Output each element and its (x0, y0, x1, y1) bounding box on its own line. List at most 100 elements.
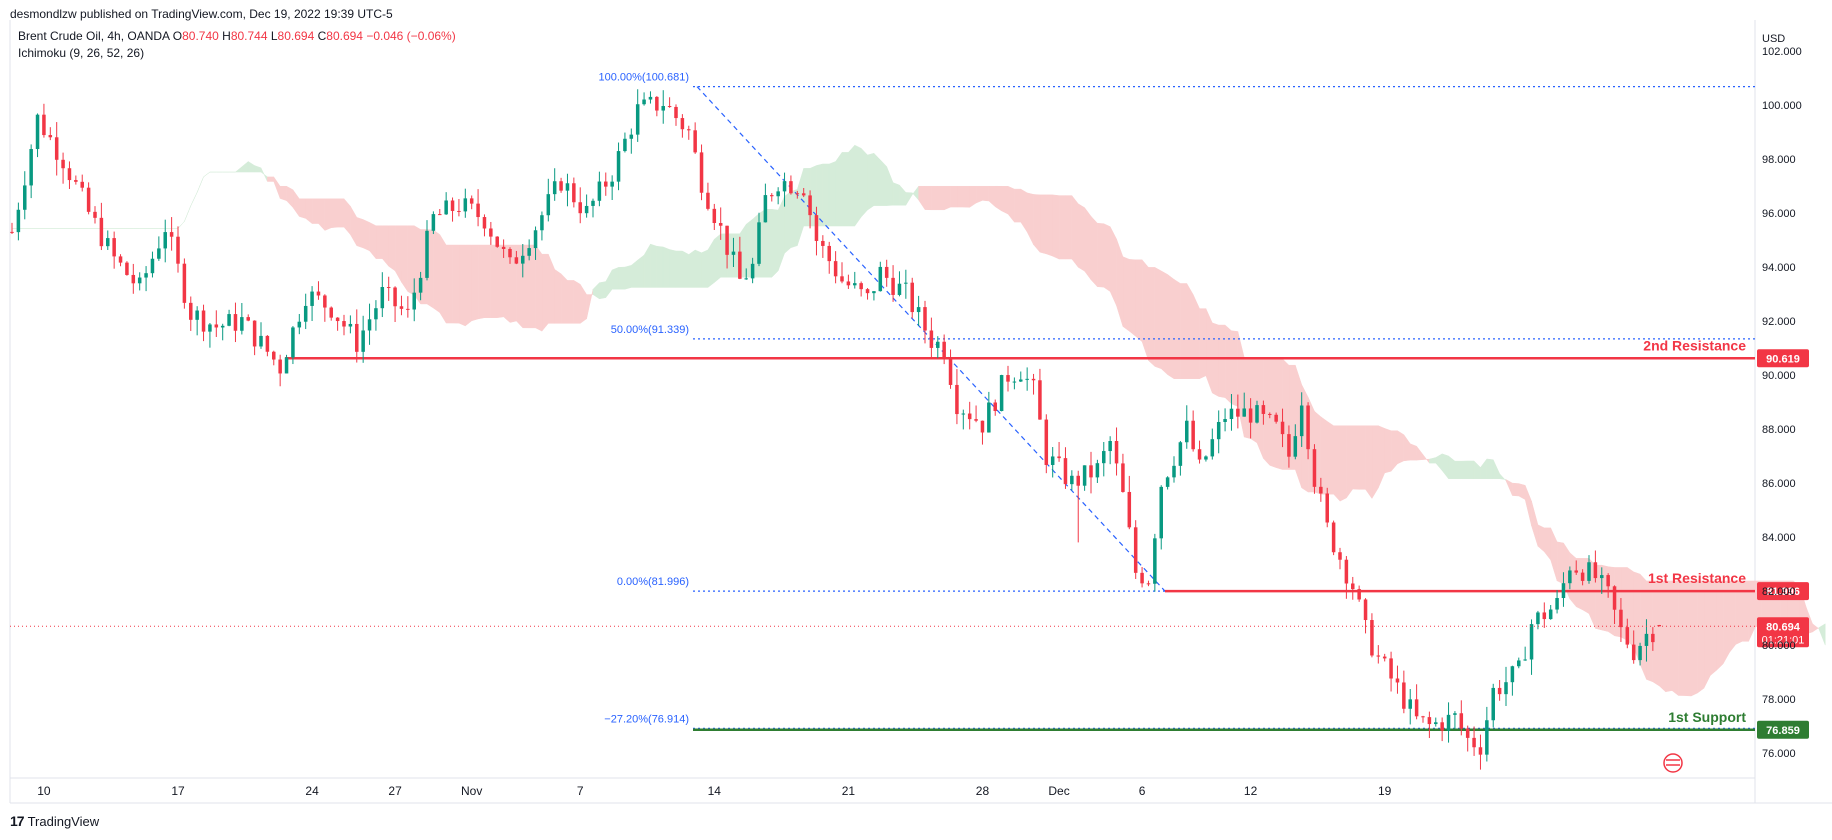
candle-body (106, 238, 110, 247)
candle-body (846, 281, 851, 286)
cloud-segment (631, 259, 638, 288)
cloud-segment (465, 244, 472, 327)
candle-body (208, 324, 212, 332)
candle-body (1050, 456, 1055, 465)
candle-body (635, 104, 640, 135)
indicator-legend[interactable]: Ichimoku (9, 26, 52, 26) (18, 46, 144, 60)
x-tick-label: Nov (461, 784, 482, 798)
cloud-segment (1454, 460, 1462, 480)
candle-body (284, 357, 289, 374)
candle-body (240, 317, 244, 331)
cloud-segment (433, 229, 441, 314)
candle-body (699, 152, 704, 193)
candle-body (648, 96, 653, 100)
cloud-segment (318, 198, 326, 232)
cloud-segment (190, 192, 198, 206)
cloud-segment (1384, 428, 1392, 474)
cloud-segment (682, 250, 690, 288)
level-price-text: 81.996 (1766, 586, 1800, 598)
candle-body (687, 129, 691, 131)
candle-body (316, 291, 321, 296)
candle-body (948, 357, 953, 385)
candle-body (878, 266, 883, 292)
candle-body (1268, 413, 1272, 415)
cloud-segment (1365, 425, 1373, 500)
cloud-segment (1441, 453, 1449, 480)
candle-body (463, 198, 468, 212)
candle-body (642, 99, 646, 105)
candle-body (489, 228, 493, 237)
candle-body (1517, 660, 1521, 667)
cloud-segment (1218, 324, 1226, 398)
candle-body (610, 181, 614, 187)
candle-body (814, 215, 819, 241)
candle-body (425, 230, 429, 278)
cloud-segment (911, 185, 919, 201)
candle-body (1555, 598, 1559, 610)
cloud-segment (1237, 331, 1245, 438)
candle-body (514, 257, 519, 264)
cloud-segment (1352, 425, 1360, 490)
candle-body (923, 307, 927, 331)
cloud-segment (988, 185, 996, 208)
candle-body (706, 192, 710, 209)
x-tick-label: 28 (976, 784, 990, 798)
fib-level-label: −27.20%(76.914) (604, 713, 689, 725)
cloud-segment (1358, 425, 1366, 490)
candle-body (342, 321, 346, 327)
y-tick-label: 98.000 (1762, 154, 1796, 166)
candle-body (916, 307, 921, 313)
tradingview-brand[interactable]: 17 TradingView (10, 813, 99, 829)
cloud-segment (324, 198, 332, 231)
candle-body (1319, 486, 1323, 494)
cloud-segment (1518, 483, 1526, 500)
cloud-segment (305, 198, 313, 225)
level-price-tag (1757, 349, 1809, 368)
candle-body (444, 200, 448, 215)
candle-body (782, 181, 787, 192)
candle-body (1197, 449, 1202, 460)
candle-body (1057, 456, 1061, 459)
cloud-segment (1135, 259, 1143, 343)
cloud-segment (196, 176, 204, 193)
x-tick-label: 17 (171, 784, 185, 798)
fib-level-label: 100.00%(100.681) (598, 72, 689, 84)
candle-body (303, 305, 308, 322)
candle-body (476, 203, 480, 218)
candle-body (1510, 666, 1515, 683)
cloud-segment (656, 245, 664, 288)
cloud-segment (573, 279, 581, 324)
candle-body (1523, 659, 1527, 661)
candle-body (16, 209, 21, 233)
x-tick-label: 27 (388, 784, 402, 798)
candle-body (163, 232, 167, 249)
candle-body (54, 137, 59, 160)
candle-body (508, 248, 512, 258)
cloud-segment (1333, 425, 1341, 502)
candle-body (680, 118, 685, 130)
candle-body (1299, 405, 1304, 437)
cloud-segment (1122, 256, 1130, 332)
cloud-segment (445, 244, 453, 324)
candle-body (1612, 586, 1617, 610)
cloud-segment (1033, 194, 1041, 253)
candle-body (859, 283, 863, 290)
cloud-segment (586, 289, 594, 319)
cloud-segment (924, 185, 932, 211)
candle-body (1606, 575, 1610, 587)
candle-body (10, 231, 14, 233)
indicator-name[interactable]: Ichimoku (9, 26, 52, 26) (18, 46, 145, 60)
cloud-segment (388, 225, 396, 272)
x-tick-label: 19 (1378, 784, 1392, 798)
symbol-name[interactable]: Brent Crude Oil, 4h, OANDA (18, 29, 170, 43)
cloud-segment (1026, 192, 1034, 245)
candle-body (667, 106, 672, 108)
candle-body (1491, 687, 1495, 721)
fib-level-label: 0.00%(81.996) (617, 576, 689, 588)
candle-body (1395, 678, 1400, 683)
x-tick-label: 24 (305, 784, 319, 798)
candle-body (1178, 442, 1183, 466)
cloud-segment (1224, 324, 1232, 405)
candle-body (718, 223, 723, 226)
